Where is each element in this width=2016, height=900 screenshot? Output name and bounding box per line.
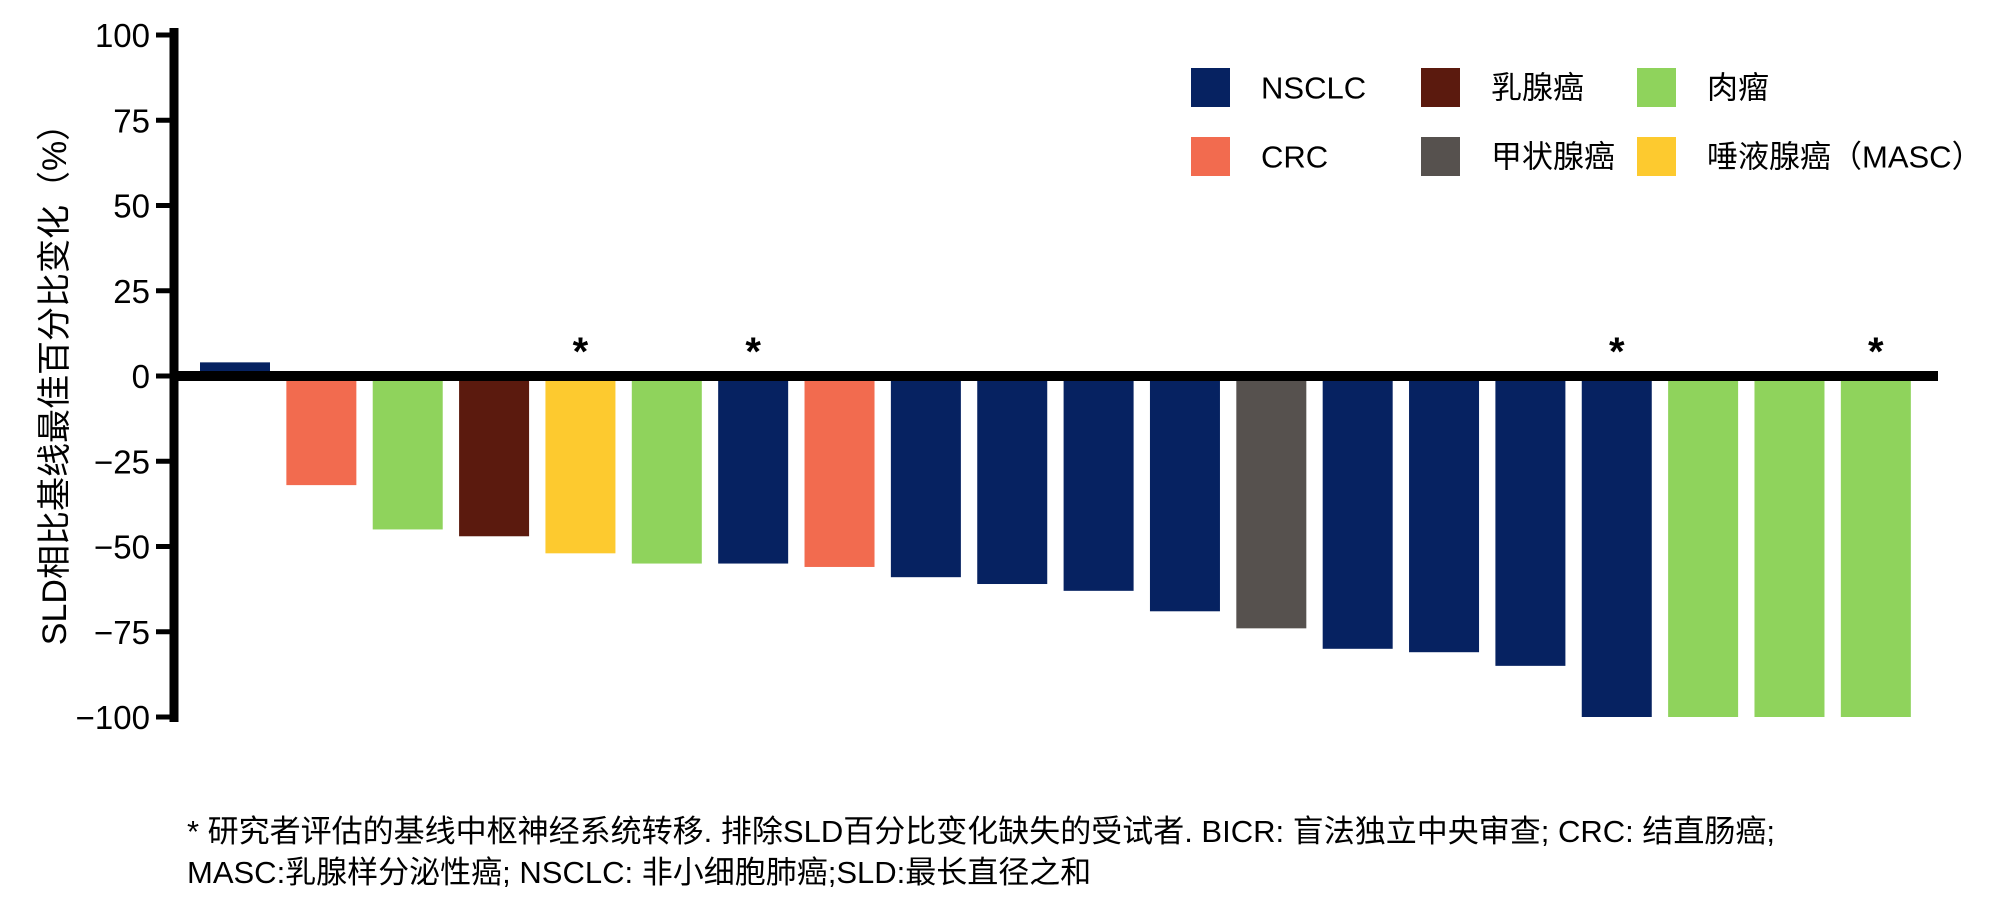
bar-4 [459,376,530,537]
legend-swatch [1191,68,1230,107]
bar-18 [1668,376,1739,717]
legend-swatch [1191,137,1230,176]
legend-label: 甲状腺癌 [1491,140,1615,175]
bar-16 [1495,376,1566,666]
legend-label: 唾液腺癌（MASC） [1707,140,1983,175]
bar-19 [1754,376,1825,717]
bar-10 [977,376,1048,585]
bar-3 [372,376,443,530]
legend-label: NSCLC [1261,71,1366,106]
bar-8 [804,376,875,567]
y-tick-label: −75 [94,614,150,651]
cns-metastasis-marker: * [745,330,761,374]
bar-14 [1322,376,1393,649]
y-tick-label: −25 [94,443,150,480]
legend-item: 肉瘤 [1637,68,1769,107]
cns-metastasis-marker: * [573,330,589,374]
cns-metastasis-marker: * [1868,330,1884,374]
cns-metastasis-marker: * [1609,330,1625,374]
legend-item: 甲状腺癌 [1421,137,1615,176]
legend: NSCLC 乳腺癌 肉瘤 CRC 甲状腺癌 唾液腺癌（MASC） [1191,68,1983,176]
legend-swatch [1637,137,1676,176]
bar-13 [1236,376,1307,629]
bar-11 [1063,376,1134,591]
bar-20 [1840,376,1911,717]
bar-7 [718,376,789,564]
y-axis-title: SLD相比基线最佳百分比变化（%） [36,107,74,645]
y-tick-label: 75 [113,102,150,139]
legend-item: NSCLC [1191,68,1366,107]
legend-swatch [1421,137,1460,176]
bar-12 [1149,376,1220,612]
bar-5 [545,376,616,554]
y-tick-label: 100 [95,17,150,54]
legend-label: CRC [1261,140,1328,175]
y-axis-ticks: 100 75 50 25 0 −25 −50 −75 −100 [76,17,174,736]
bars-group [200,362,1911,717]
markers-group: * * * * [573,330,1884,374]
bar-2 [286,376,357,486]
bar-17 [1581,376,1652,717]
y-tick-label: 50 [113,188,150,225]
bar-6 [631,376,702,564]
legend-item: 唾液腺癌（MASC） [1637,137,1983,176]
bar-15 [1409,376,1480,653]
legend-swatch [1637,68,1676,107]
legend-item: CRC [1191,137,1328,176]
legend-label: 乳腺癌 [1491,71,1584,106]
legend-item: 乳腺癌 [1421,68,1584,107]
bar-9 [890,376,961,578]
y-tick-label: 25 [113,273,150,310]
footnote-line-2: MASC:乳腺样分泌性癌; NSCLC: 非小细胞肺癌;SLD:最长直径之和 [187,855,1091,890]
legend-label: 肉瘤 [1707,71,1769,106]
legend-swatch [1421,68,1460,107]
y-tick-label: −50 [94,529,150,566]
footnote-line-1: * 研究者评估的基线中枢神经系统转移. 排除SLD百分比变化缺失的受试者. BI… [187,814,1775,849]
y-tick-label: −100 [76,699,150,736]
y-tick-label: 0 [132,358,150,395]
